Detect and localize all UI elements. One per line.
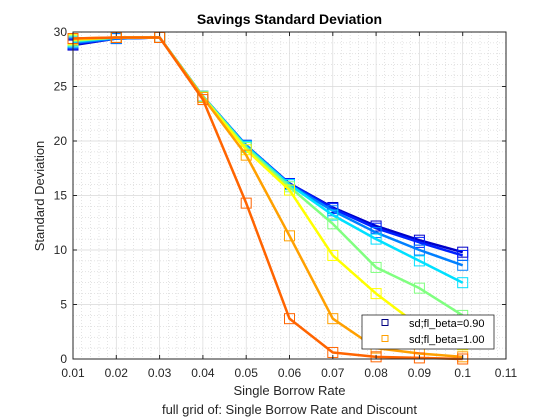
series-point-7-5 xyxy=(284,313,295,325)
legend-label-1: sd;fl_beta=1.00 xyxy=(409,334,485,346)
series-point-3-7 xyxy=(370,233,382,245)
series-layer xyxy=(67,31,469,365)
x-axis-label: Single Borrow Rate xyxy=(234,383,346,398)
series-point-4-7 xyxy=(370,261,382,273)
series-point-6-6 xyxy=(327,313,339,325)
y-tick-label: 0 xyxy=(60,352,67,366)
series-point-3-8 xyxy=(413,255,425,267)
y-tick-label: 25 xyxy=(54,80,68,94)
x-tick-labels: 0.01 0.02 0.03 0.04 0.05 0.06 0.07 0.08 0.09 0.1 0… xyxy=(61,366,517,380)
x-tick-label: 0.09 xyxy=(408,366,432,380)
series-point-1-8 xyxy=(413,236,425,248)
y-tick-label: 5 xyxy=(60,298,67,312)
legend-box xyxy=(361,314,495,350)
series-point-4-8 xyxy=(413,282,425,294)
y-tick-labels: 0 5 10 15 20 25 30 xyxy=(54,25,68,366)
x-tick-label: 0.08 xyxy=(364,366,388,380)
x-tick-label: 0.07 xyxy=(321,366,345,380)
series-point-4-6 xyxy=(327,218,339,230)
series-point-6-5 xyxy=(284,230,295,242)
x-tick-label: 0.01 xyxy=(61,366,85,380)
chart-title: Savings Standard Deviation xyxy=(197,11,382,27)
series-point-7-8 xyxy=(413,352,425,364)
y-tick-label: 20 xyxy=(54,134,68,148)
series-line-7 xyxy=(72,36,463,361)
x-tick-label: 0.1 xyxy=(454,366,471,380)
legend-marker-0 xyxy=(381,319,389,326)
series-point-5-7 xyxy=(370,288,382,300)
x-tick-label: 0.05 xyxy=(235,366,259,380)
series-point-3-9 xyxy=(457,277,469,289)
series-point-7-7 xyxy=(370,351,382,363)
legend-marker-1 xyxy=(381,335,389,342)
series-point-2-8 xyxy=(413,244,425,256)
legend-label-0: sd;fl_beta=0.90 xyxy=(409,318,485,330)
x-tick-label: 0.02 xyxy=(105,366,129,380)
y-tick-label: 15 xyxy=(54,189,68,203)
y-tick-label: 10 xyxy=(54,243,68,257)
series-point-6-4 xyxy=(240,149,252,161)
y-axis-label: Standard Deviation xyxy=(32,141,47,252)
series-point-2-9 xyxy=(457,259,469,271)
series-point-7-3 xyxy=(197,94,209,106)
series-point-3-6 xyxy=(327,209,339,221)
axis-ticks xyxy=(72,31,507,360)
series-point-5-6 xyxy=(327,249,339,261)
series-point-2-7 xyxy=(370,227,382,239)
chart-subtitle: full grid of: Single Borrow Rate and Dis… xyxy=(162,402,417,417)
x-tick-label: 0.03 xyxy=(148,366,172,380)
x-tick-label: 0.06 xyxy=(278,366,302,380)
series-point-7-4 xyxy=(240,197,252,209)
series-point-5-5 xyxy=(284,184,295,196)
legend: sd;fl_beta=0.90 sd;fl_beta=1.00 xyxy=(361,314,495,350)
x-tick-label: 0.04 xyxy=(191,366,215,380)
y-tick-label: 30 xyxy=(54,25,68,39)
x-tick-label: 0.11 xyxy=(495,366,518,380)
